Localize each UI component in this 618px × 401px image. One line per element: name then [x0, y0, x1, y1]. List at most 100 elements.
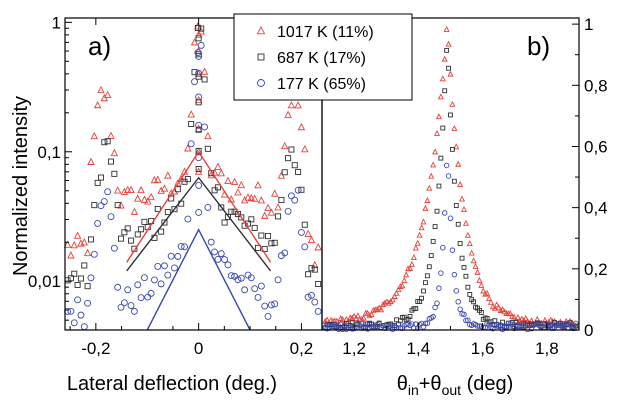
panel-a-point [194, 49, 202, 56]
panel-b-point [424, 320, 431, 326]
panel-a-point [311, 260, 319, 269]
panel-a-fit-line-2 [146, 228, 251, 331]
panel-a-point [204, 145, 211, 152]
panel-b-point [393, 289, 400, 296]
panel-b-point [451, 178, 457, 184]
panel-a-point [110, 244, 118, 252]
panel-a-point [195, 181, 203, 189]
panel-a-point [234, 276, 242, 284]
panel-a-point [97, 174, 104, 181]
panel-a-point [110, 148, 119, 157]
panel-a-point [254, 294, 262, 301]
panel-a-point [264, 203, 272, 211]
panel-a-point [311, 298, 319, 306]
panel-a-point [174, 179, 182, 187]
panel-a-point [191, 69, 198, 76]
panel-b-point [368, 311, 375, 317]
panel-b-point [397, 283, 404, 289]
panel-b-point [441, 210, 448, 216]
panel-a-point [184, 215, 192, 223]
panel-a-point [137, 185, 145, 194]
panel-b-point [443, 25, 450, 32]
panel-b-point [422, 320, 429, 327]
panel-a-point [93, 100, 102, 109]
panel-b-point [426, 264, 432, 270]
panel-b-point [447, 215, 454, 222]
panel-b-point [468, 249, 475, 256]
panel-a-point [217, 250, 225, 258]
panel-b-point [480, 287, 487, 294]
panel-a-point [195, 35, 202, 42]
panel-b-point [448, 112, 453, 118]
panel-a-point [83, 248, 92, 257]
panel-a-point [224, 213, 231, 220]
panel-b-point [474, 268, 481, 275]
panel-a-point [171, 264, 178, 272]
legend-marker-triangle [256, 25, 266, 35]
panel-a-point [157, 186, 165, 194]
panel-a-y-axis-label: Normalized intensity [10, 96, 32, 276]
legend-label-1017k: 1017 K (11%) [277, 24, 374, 41]
panel-b-point [354, 312, 362, 319]
panel-a-point [200, 67, 209, 75]
panel-a-point [90, 131, 99, 140]
panel-a-point [295, 168, 302, 175]
panel-a-point [287, 100, 296, 109]
panel-b-point [478, 310, 484, 315]
panel-a-y-tick-label: 0,1 [37, 143, 61, 162]
panel-a-point [158, 228, 165, 235]
panel-a-point [87, 236, 94, 243]
panel-a-point [198, 25, 205, 32]
panel-b-point [465, 317, 471, 324]
panel-a-point [84, 283, 91, 290]
panel-b-point [519, 320, 525, 327]
panel-a-point [204, 203, 212, 211]
panel-a-point [74, 281, 81, 288]
panel-a-point [297, 228, 305, 236]
panel-b-point [453, 288, 460, 294]
panel-a-point [257, 196, 266, 204]
panel-a-point [167, 252, 175, 260]
panel-b-point [419, 295, 424, 301]
panel-b-point [463, 317, 469, 324]
panel-a-point [201, 123, 209, 131]
panel-a-point [267, 208, 276, 216]
panel-a-point [138, 226, 145, 233]
panel-a-point [188, 121, 195, 128]
panel-a-point [261, 302, 269, 310]
panel-a-point [195, 126, 202, 133]
panel-b-y-tick-label: 0,6 [584, 137, 608, 156]
panel-b-point [459, 255, 465, 261]
panel-b-point [428, 253, 434, 258]
panel-b-point [573, 320, 579, 327]
panel-a-point [134, 231, 141, 238]
panel-b-point [435, 113, 442, 120]
panel-a-point [257, 282, 265, 290]
panel-a-point [248, 216, 255, 223]
panel-a-point [281, 169, 288, 176]
panel-b-point [499, 306, 506, 312]
panel-b-point [391, 293, 398, 299]
panel-b-point [442, 88, 448, 94]
panel-a-point [114, 202, 121, 209]
panel-b-point [522, 320, 529, 327]
panel-a-series [63, 22, 322, 331]
panel-a-point [291, 162, 298, 169]
panel-a-point [118, 235, 125, 242]
panel-b-point [421, 288, 426, 294]
panel-a-point [307, 235, 316, 244]
panel-a-point [274, 203, 282, 211]
panel-b-point [360, 314, 367, 321]
panel-b-point [430, 313, 436, 320]
legend-label-687k: 687 K (17%) [277, 50, 366, 67]
panel-b-label: b) [527, 31, 550, 61]
panel-a-point [228, 208, 235, 215]
panel-b-point [455, 160, 462, 167]
panel-a-point [150, 276, 158, 284]
panel-a-point [308, 265, 315, 272]
panel-a-point [87, 274, 95, 282]
panel-a-point [147, 289, 155, 297]
panel-b-point [461, 264, 467, 270]
panel-a-point [214, 255, 222, 263]
